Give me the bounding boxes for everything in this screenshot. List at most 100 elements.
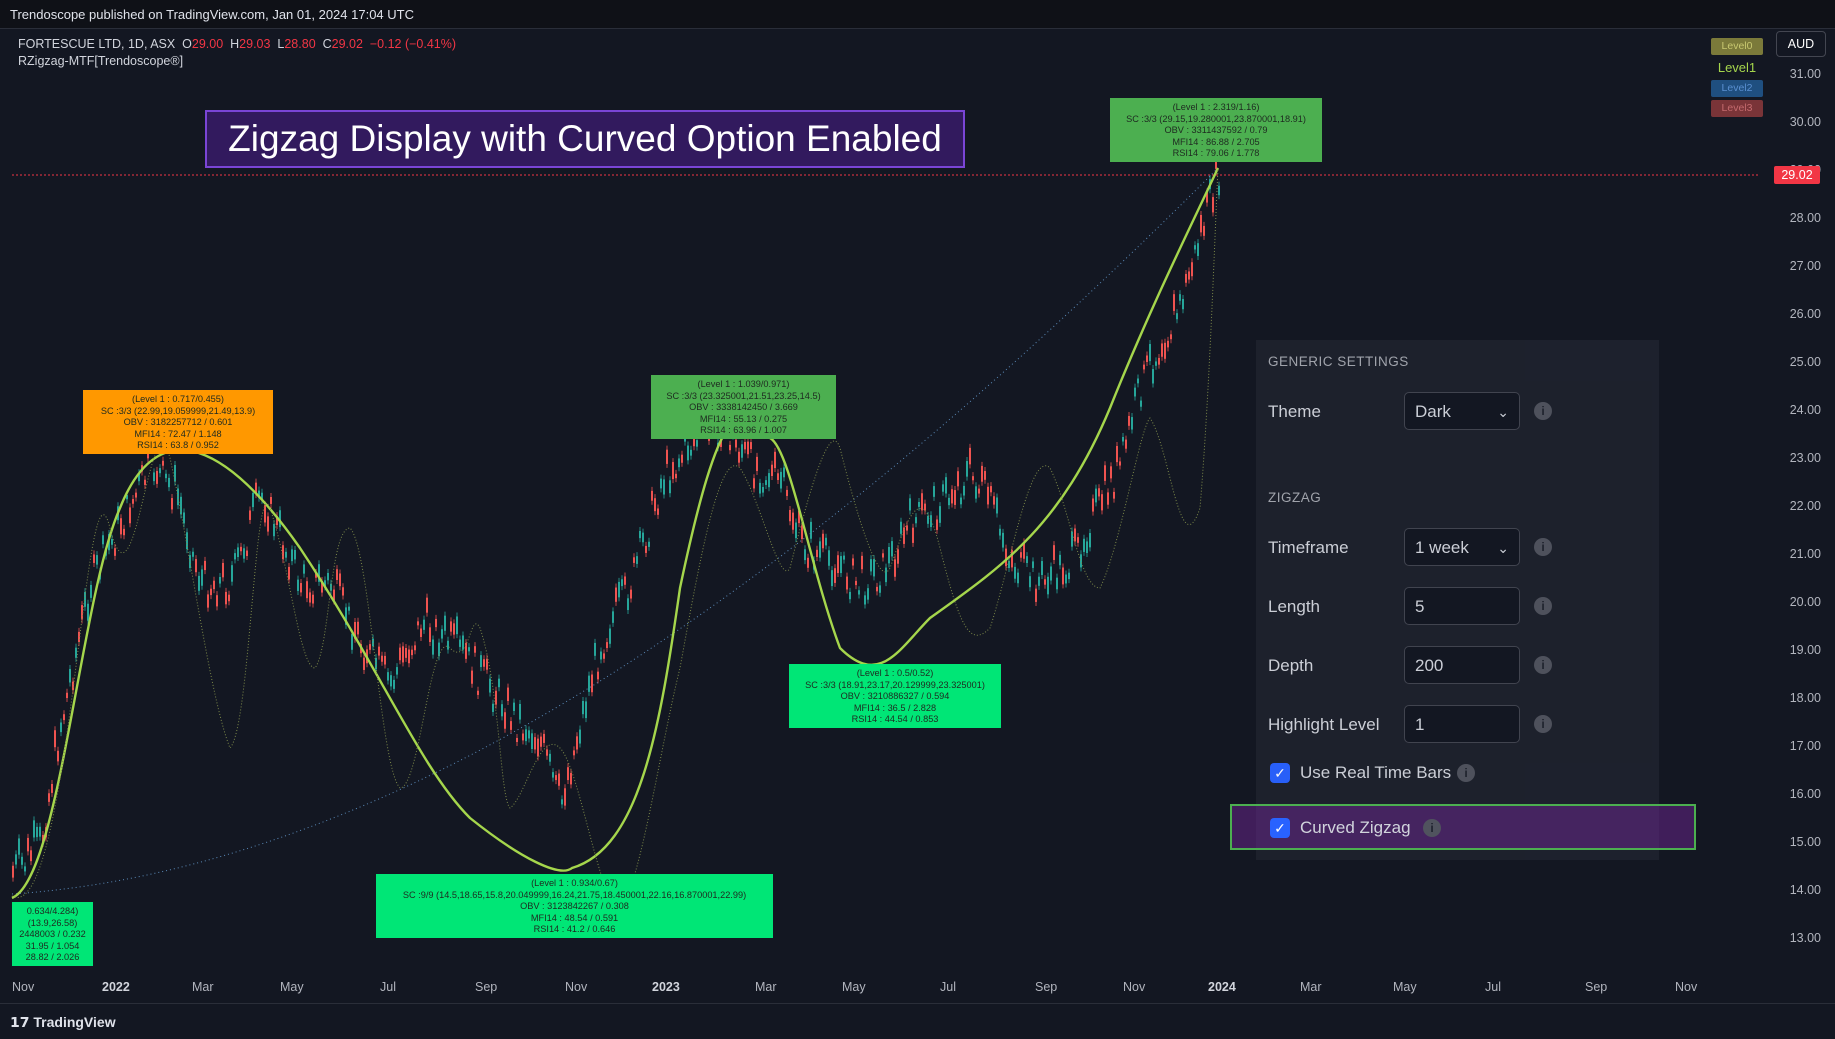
candle-body xyxy=(393,679,395,689)
tradingview-logo[interactable]: 𝟭𝟳 TradingView xyxy=(10,1014,116,1030)
candle-body xyxy=(1167,340,1169,348)
candle-body xyxy=(210,588,212,596)
pivot-info-line: SC :3/3 (23.325001,21.51,23.25,14.5) xyxy=(666,390,821,401)
candle-body xyxy=(765,480,767,485)
candle-body xyxy=(828,550,830,566)
publish-header: Trendoscope published on TradingView.com… xyxy=(0,0,1835,29)
candle-body xyxy=(795,522,797,539)
curved-zigzag-checkbox[interactable]: ✓ xyxy=(1270,818,1290,838)
candle-body xyxy=(417,621,419,626)
settings-panel: GENERIC SETTINGS Theme Dark ⌄ i ZIGZAG T… xyxy=(1256,340,1659,860)
candle-body xyxy=(201,569,203,586)
currency-button[interactable]: AUD xyxy=(1776,31,1826,57)
info-icon[interactable]: i xyxy=(1534,402,1552,420)
candle-body xyxy=(981,465,983,482)
candle-body xyxy=(630,589,632,599)
candle-body xyxy=(570,772,572,785)
theme-select[interactable]: Dark ⌄ xyxy=(1404,392,1520,430)
price-tick-label: 14.00 xyxy=(1789,883,1821,897)
candle-body xyxy=(438,642,440,657)
candle-body xyxy=(135,492,137,498)
footer: 𝟭𝟳 TradingView xyxy=(0,1003,1835,1039)
realtime-bars-checkbox[interactable]: ✓ xyxy=(1270,763,1290,783)
depth-input[interactable]: 200 xyxy=(1404,646,1520,684)
candle-body xyxy=(891,541,893,557)
candle-body xyxy=(594,642,596,656)
candle-body xyxy=(918,502,920,507)
candle-body xyxy=(990,486,992,493)
candle-body xyxy=(165,473,167,479)
candle-body xyxy=(399,647,401,661)
candle-body xyxy=(1011,550,1013,568)
candle-body xyxy=(1197,243,1199,256)
candle-body xyxy=(282,545,284,560)
change-value: −0.12 (−0.41%) xyxy=(369,37,457,51)
candle-body xyxy=(1071,531,1073,547)
candle-body xyxy=(498,678,500,688)
candle-body xyxy=(66,692,68,699)
candle-body xyxy=(213,580,215,590)
candle-body xyxy=(744,441,746,450)
info-icon[interactable]: i xyxy=(1534,597,1552,615)
candle-body xyxy=(369,644,371,650)
candle-body xyxy=(87,603,89,621)
length-input[interactable]: 5 xyxy=(1404,587,1520,625)
chevron-down-icon: ⌄ xyxy=(1497,404,1509,420)
timeframe-select[interactable]: 1 week ⌄ xyxy=(1404,528,1520,566)
pivot-info-line: RSI14 : 44.54 / 0.853 xyxy=(851,714,939,724)
info-icon[interactable]: i xyxy=(1534,538,1552,556)
candle-body xyxy=(78,631,80,643)
candle-body xyxy=(576,736,578,750)
candle-body xyxy=(519,703,521,720)
candle-body xyxy=(1182,298,1184,310)
candle-body xyxy=(783,467,785,478)
pivot-info-line: OBV : 3311437592 / 0.79 xyxy=(1164,125,1268,135)
candle-body xyxy=(162,460,164,466)
candle-body xyxy=(192,551,194,557)
candle-body xyxy=(669,480,671,494)
candle-body xyxy=(336,569,338,581)
candle-body xyxy=(21,856,23,865)
pivot-info-line: RSI14 : 63.8 / 0.952 xyxy=(137,440,219,450)
candle-body xyxy=(771,464,773,476)
info-icon[interactable]: i xyxy=(1534,656,1552,674)
candle-body xyxy=(483,659,485,667)
candle-body xyxy=(861,555,863,570)
price-tick-label: 18.00 xyxy=(1789,691,1821,705)
info-icon[interactable]: i xyxy=(1423,819,1441,837)
candle-body xyxy=(1044,579,1046,585)
chart-area[interactable]: FORTESCUE LTD, 1D, ASX O29.00 H29.03 L28… xyxy=(0,28,1835,1003)
price-tick-label: 31.00 xyxy=(1789,67,1821,81)
theme-value: Dark xyxy=(1415,402,1451,421)
candle-body xyxy=(897,549,899,564)
candle-body xyxy=(96,555,98,565)
indicator-name[interactable]: RZigzag-MTF[Trendoscope®] xyxy=(18,54,184,68)
candle-body xyxy=(294,549,296,560)
candle-body xyxy=(351,633,353,650)
price-chart[interactable] xyxy=(0,28,1835,1003)
pivot-info-line: RSI14 : 79.06 / 1.778 xyxy=(1172,148,1260,158)
candle-body xyxy=(72,681,74,691)
candle-body xyxy=(696,440,698,447)
candle-body xyxy=(48,793,50,802)
candle-body xyxy=(1173,294,1175,311)
candle-body xyxy=(504,712,506,729)
candle-body xyxy=(1206,192,1208,203)
candle-body xyxy=(855,580,857,586)
pivot-info-line: MFI14 : 86.88 / 2.705 xyxy=(1172,136,1260,147)
candle-body xyxy=(819,541,821,558)
candle-body xyxy=(276,516,278,526)
candle-body xyxy=(303,564,305,574)
info-icon[interactable]: i xyxy=(1457,764,1475,782)
candle-body xyxy=(621,579,623,587)
candle-body xyxy=(999,528,1001,536)
candle-body xyxy=(1014,566,1016,579)
candle-body xyxy=(1110,466,1112,479)
info-icon[interactable]: i xyxy=(1534,715,1552,733)
candle-body xyxy=(1158,357,1160,365)
pivot-info-line: MFI14 : 36.5 / 2.828 xyxy=(853,702,937,713)
candle-body xyxy=(879,585,881,593)
candle-body xyxy=(537,738,539,757)
highlight-level-input[interactable]: 1 xyxy=(1404,705,1520,743)
pivot-info-box: (Level 1 : 0.934/0.67) SC :9/9 (14.5,18.6… xyxy=(376,874,773,938)
